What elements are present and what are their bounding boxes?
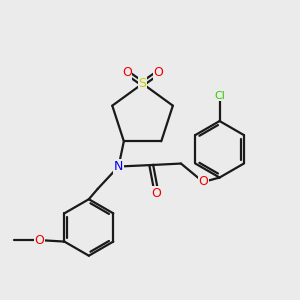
Text: O: O — [153, 66, 163, 79]
Text: S: S — [139, 77, 147, 90]
Text: O: O — [34, 234, 44, 247]
Text: Cl: Cl — [214, 91, 225, 101]
Text: O: O — [152, 187, 161, 200]
Text: O: O — [122, 66, 132, 79]
Text: O: O — [198, 176, 208, 188]
Text: N: N — [114, 160, 123, 173]
